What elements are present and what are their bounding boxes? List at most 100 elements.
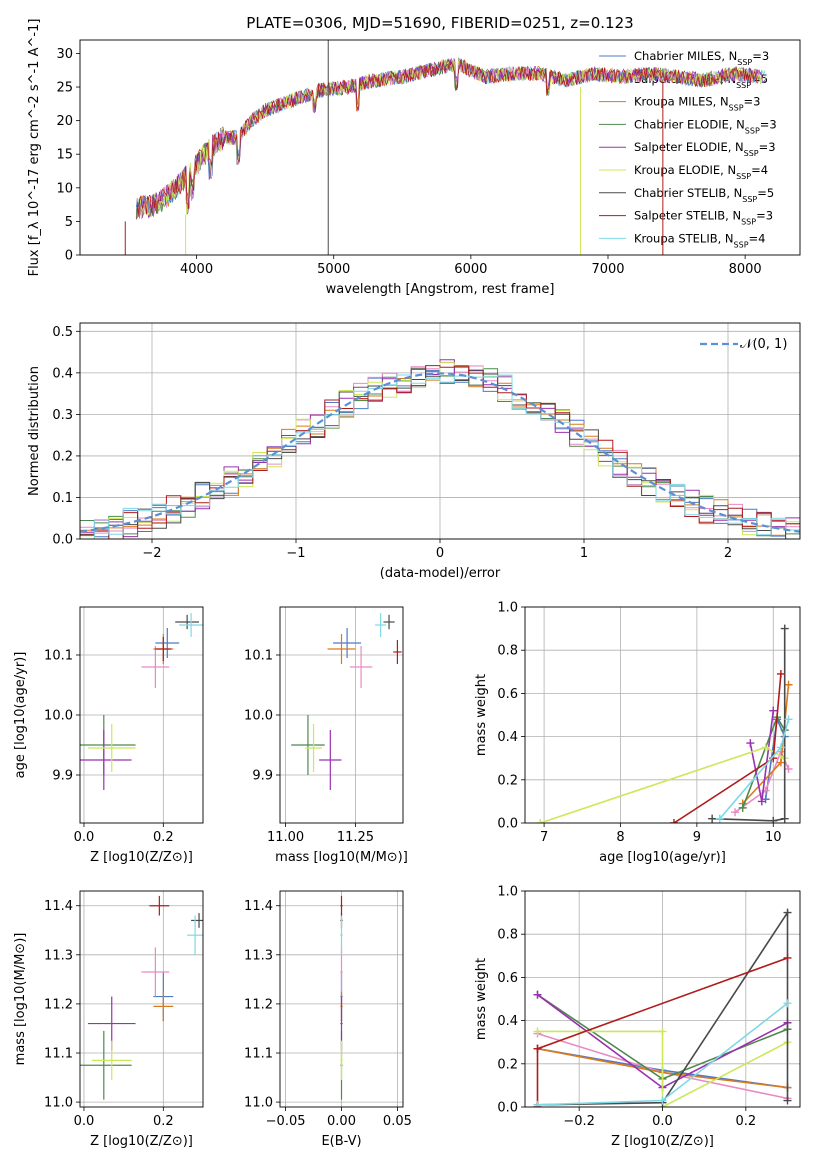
- y-tick-label: 11.1: [44, 1047, 73, 1062]
- weight-marker: [784, 765, 793, 773]
- weight-line-5: [537, 1030, 788, 1107]
- x-tick-label: 0.2: [735, 1114, 756, 1129]
- legend-label: Kroupa STELIB, NSSP=4: [634, 231, 765, 249]
- weight-marker: [533, 1100, 542, 1107]
- legend-label: Chabrier MILES, NSSP=3: [634, 49, 769, 67]
- mass_vs_ebv-axes: −0.05 0.00 0.05 11.0 11.1 11.2 11.3 11.4 E(B-V): [244, 891, 412, 1149]
- y-axis-label: Normed distribution: [27, 366, 42, 496]
- weight-marker: [746, 739, 755, 748]
- age_vs_Z-points: [80, 613, 203, 790]
- spectrum-line-5: [137, 57, 763, 220]
- y-tick-label: 5: [65, 215, 73, 230]
- y-tick-label: 0.0: [497, 1101, 518, 1116]
- weight-marker: [784, 680, 793, 689]
- x-tick-label: 8: [616, 830, 624, 845]
- x-tick-label: 2: [724, 546, 732, 561]
- y-tick-label: 0.4: [497, 1014, 518, 1029]
- weight_vs_age-axes: 7 8 9 10 0.0 0.2 0.4 0.6 0.8 1.0 age [log10(age/yr…: [474, 601, 800, 865]
- y-tick-label: 11.3: [244, 948, 273, 963]
- y-tick-label: 11.2: [44, 997, 73, 1012]
- y-tick-label: 11.4: [244, 899, 273, 914]
- x-tick-label: 0.0: [652, 1114, 673, 1129]
- y-tick-label: 9.9: [52, 769, 73, 784]
- mass_vs_ebv-points: [340, 895, 343, 1100]
- spectrum-lines: [124, 40, 766, 255]
- y-tick-label: 11.0: [44, 1096, 73, 1111]
- weight_vs_Z-axes: −0.2 0.0 0.2 0.0 0.2 0.4 0.6 0.8 1.0 Z [log10(Z/Z…: [474, 885, 800, 1149]
- spectrum-line-8: [137, 58, 766, 218]
- y-tick-label: 11.2: [244, 997, 273, 1012]
- x-tick-label: 0.00: [327, 1114, 356, 1129]
- weight_vs_age-frame: [524, 606, 801, 824]
- x-tick-label: 4000: [180, 262, 213, 277]
- y-tick-label: 25: [56, 81, 73, 96]
- y-tick-label: 0.0: [52, 533, 73, 548]
- legend-label: Chabrier STELIB, NSSP=5: [634, 186, 774, 204]
- y-tick-label: 0.8: [497, 644, 518, 659]
- x-axis-label: (data-model)/error: [380, 566, 501, 581]
- y-tick-label: 11.1: [244, 1047, 273, 1062]
- spectrum-line-7: [136, 58, 758, 219]
- x-tick-label: 0.2: [153, 1114, 174, 1129]
- x-axis-label: Z [log10(Z/Z⊙)]: [90, 1134, 193, 1149]
- age_vs_mass-frame: [279, 606, 404, 824]
- x-tick-label: 0.2: [153, 830, 174, 845]
- x-tick-label: −0.05: [266, 1114, 306, 1129]
- x-tick-label: 10: [765, 830, 782, 845]
- y-tick-label: 10.1: [244, 649, 273, 664]
- weight-marker: [783, 953, 792, 962]
- y-axis-label: age [log10(age/yr)]: [13, 652, 28, 779]
- x-tick-label: 8000: [729, 262, 762, 277]
- normal-curve: [80, 372, 800, 533]
- weight-marker: [769, 816, 778, 823]
- spectrum-frame: [79, 39, 801, 256]
- weight-marker: [669, 819, 678, 823]
- y-tick-label: 11.3: [44, 948, 73, 963]
- legend-label: Kroupa MILES, NSSP=3: [634, 95, 760, 113]
- weight-marker: [533, 1044, 542, 1053]
- x-tick-label: −2: [142, 546, 161, 561]
- x-tick-label: 7000: [591, 262, 624, 277]
- mass_vs_ebv-frame: [279, 890, 404, 1108]
- x-axis-label: age [log10(age/yr)]: [599, 850, 726, 865]
- x-axis-label: Z [log10(Z/Z⊙)]: [611, 1134, 714, 1149]
- mass_vs_Z-axes: 0.0 0.2 11.0 11.1 11.2 11.3 11.4 Z [log10(Z/Z⊙)…: [13, 891, 203, 1149]
- y-axis-label: mass [log10(M/M⊙)]: [13, 933, 28, 1066]
- legend-label: Salpeter STELIB, NSSP=3: [634, 209, 773, 227]
- weight-marker: [784, 715, 793, 724]
- age_vs_mass-axes: 11.00 11.25 9.9 10.0 10.1 mass [log10(M/M⊙)]: [244, 607, 408, 865]
- x-tick-label: −0.2: [563, 1114, 595, 1129]
- histogram-8: [80, 374, 800, 539]
- weight_vs_age-lines: [536, 624, 793, 823]
- y-axis-label: mass weight: [474, 958, 489, 1040]
- weight-marker: [780, 624, 789, 633]
- x-tick-label: 5000: [317, 262, 350, 277]
- y-tick-label: 1.0: [497, 885, 518, 900]
- x-tick-label: 6000: [454, 262, 487, 277]
- y-axis-label: mass weight: [474, 674, 489, 756]
- x-tick-label: 0.0: [74, 1114, 95, 1129]
- y-tick-label: 0.6: [497, 687, 518, 702]
- weight-marker: [761, 743, 770, 752]
- x-tick-label: −1: [286, 546, 305, 561]
- weight-marker: [738, 803, 747, 812]
- y-tick-label: 10.1: [44, 649, 73, 664]
- x-tick-label: 7: [540, 830, 548, 845]
- weight-marker: [783, 1096, 792, 1105]
- weight-marker: [533, 990, 542, 999]
- residuals-axes: −2 −1 0 1 2 0.0 0.1 0.2 0.3 0.4 0.5 (data-model)/er…: [27, 323, 800, 581]
- x-axis-label: E(B-V): [321, 1134, 361, 1149]
- residual-histograms: [80, 359, 800, 539]
- y-tick-label: 10.0: [244, 709, 273, 724]
- y-tick-label: 0.6: [497, 971, 518, 986]
- y-tick-label: 0.4: [497, 730, 518, 745]
- x-tick-label: 1: [580, 546, 588, 561]
- x-axis-label: mass [log10(M/M⊙)]: [275, 850, 408, 865]
- y-tick-label: 0.2: [497, 1057, 518, 1072]
- weight-marker: [731, 808, 740, 817]
- y-axis-label: Flux [f_λ 10^-17 erg cm^-2 s^-1 A^-1]: [27, 19, 42, 277]
- x-tick-label: 11.25: [337, 830, 374, 845]
- legend-label: Salpeter ELODIE, NSSP=3: [634, 140, 776, 158]
